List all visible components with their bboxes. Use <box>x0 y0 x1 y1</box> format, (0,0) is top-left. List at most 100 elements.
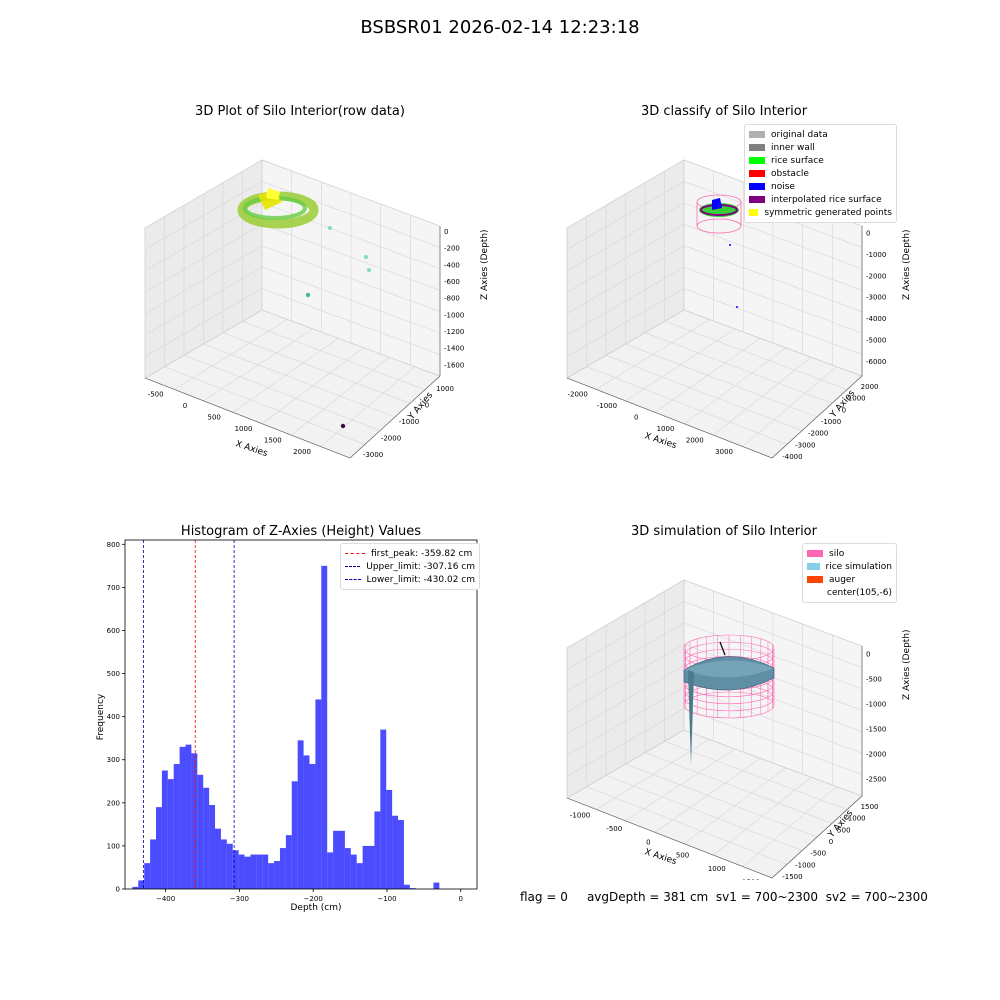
classify-x-tick-label: 1000 <box>657 425 675 433</box>
classify-z-tick-label: -3000 <box>866 294 886 302</box>
classify-grid-line <box>566 288 685 357</box>
classify-grid-line <box>566 245 685 314</box>
classify-x-tick-label: 3000 <box>715 448 733 456</box>
raw-x-axis <box>144 377 351 459</box>
raw-z-tick-label: -1000 <box>444 311 464 319</box>
raw-grid-line <box>261 181 441 248</box>
simulation-y-tick-label: 500 <box>837 826 850 834</box>
histogram-y-tick-label: 500 <box>107 670 120 678</box>
raw-grid-line <box>222 332 411 404</box>
classify-legend-label: original data <box>771 129 828 140</box>
classify-legend-entry: interpolated rice surface <box>749 193 892 206</box>
histogram-legend-swatch <box>345 553 365 554</box>
histogram-bar <box>179 746 186 889</box>
raw-grid-line <box>261 224 441 291</box>
simulation-z-tick-label: 0 <box>866 651 870 659</box>
classify-point-cloud <box>696 194 742 308</box>
classify-z-tick-label: -4000 <box>866 315 886 323</box>
histogram-bar <box>256 854 263 889</box>
histogram-legend-entry: Upper_limit: -307.16 cm <box>345 560 475 573</box>
histogram-legend-entry: Lower_limit: -430.02 cm <box>345 573 475 586</box>
histogram-bar <box>144 863 151 889</box>
figure-title: BSBSR01 2026-02-14 12:23:18 <box>360 17 640 38</box>
status-flag: flag = 0 <box>520 890 568 904</box>
histogram-y-tick-label: 600 <box>107 627 120 635</box>
simulation-grid-line <box>644 752 833 824</box>
raw-x-tick-label: 500 <box>208 414 221 422</box>
histogram-y-tick-label: 800 <box>107 541 120 549</box>
simulation-grid-line <box>664 741 848 810</box>
simulation-z-tick-label: -500 <box>866 676 882 684</box>
classify-grid-line <box>683 224 863 291</box>
status-sv1: sv1 = 700~2300 <box>715 890 819 904</box>
simulation-y-tick-label: -1000 <box>795 861 815 869</box>
classify-y-tick-label: -3000 <box>795 441 815 449</box>
classify-grid-line <box>644 332 833 404</box>
simulation-xlabel: X Axies <box>643 847 678 867</box>
classify-x-tick-label: 2000 <box>686 436 704 444</box>
classify-y-axis <box>771 375 863 459</box>
classify-legend-entry: obstacle <box>749 167 892 180</box>
simulation-grid-line <box>683 622 863 690</box>
rice-simulation-surface <box>683 641 775 765</box>
histogram-bar <box>197 774 204 889</box>
simulation-x-axis <box>566 797 773 879</box>
classify-panel-title: 3D classify of Silo Interior <box>640 104 808 119</box>
classify-legend-swatch <box>749 131 765 138</box>
simulation-grid-line <box>625 763 818 838</box>
histogram-bar <box>215 828 221 889</box>
histogram-legend-label: Lower_limit: -430.02 cm <box>366 574 475 585</box>
classify-x-tick-label: 0 <box>634 414 638 422</box>
hist-title: Histogram of Z-Axies (Height) Values <box>180 524 422 539</box>
histogram-y-tick-label: 200 <box>107 799 120 807</box>
simulation-y-axis <box>771 795 863 879</box>
raw-y-axis <box>349 375 441 459</box>
simulation-x-tick-label: -500 <box>606 825 622 833</box>
raw-z-tick-label: -1200 <box>444 328 464 336</box>
simulation-x-tick-label: 1000 <box>708 865 726 873</box>
histogram-legend-label: Upper_limit: -307.16 cm <box>366 561 475 572</box>
classify-z-tick-label: -2000 <box>866 272 886 280</box>
histogram-x-tick-label: 0 <box>459 895 463 903</box>
classify-3d-ticks: -2000-100001000200030004000200010000-100… <box>567 229 886 460</box>
histogram-bar <box>291 781 298 889</box>
histogram-x-tick-label: −200 <box>304 895 323 903</box>
simulation-legend-swatch <box>807 563 820 570</box>
histogram-bar <box>203 787 210 889</box>
raw-grid-line <box>261 202 441 270</box>
histogram-bar <box>350 854 357 889</box>
classify-legend-label: obstacle <box>771 168 809 179</box>
histogram-bar <box>409 888 416 889</box>
raw-3d-ticks: -5000500100015002000250010000-1000-2000-… <box>148 228 465 460</box>
histogram-bar <box>250 854 257 889</box>
raw-grid-line <box>203 343 396 418</box>
simulation-legend-label: silo <box>829 548 845 559</box>
classify-grid-line <box>566 202 685 272</box>
classify-grid-line <box>566 266 685 336</box>
raw-grid-line <box>261 288 441 355</box>
classify-z-tick-label: -5000 <box>866 337 886 345</box>
classify-grid-line <box>664 321 848 390</box>
histogram-legend-entry: first_peak: -359.82 cm <box>345 547 475 560</box>
status-line: flag = 0 avgDepth = 381 cm sv1 = 700~230… <box>520 890 928 904</box>
histogram-bar <box>161 770 168 889</box>
histogram-bar <box>333 830 340 889</box>
simulation-x-tick-label: 500 <box>676 852 689 860</box>
simulation-z-tick-label: -1500 <box>866 726 886 734</box>
classify-legend-label: noise <box>771 181 795 192</box>
raw-y-tick-label: 0 <box>425 402 429 410</box>
simulation-grid-line <box>566 708 685 777</box>
histogram-bar <box>386 789 393 889</box>
simulation-panel-title: 3D simulation of Silo Interior <box>631 524 817 539</box>
histogram-y-tick-label: 100 <box>107 842 120 850</box>
histogram-axes: −400 −300 −200 −100 0 0 100 200 300 400 500 600 700 8… <box>107 539 478 903</box>
raw-grid-line <box>144 181 263 250</box>
raw-y-tick-label: -3000 <box>363 451 383 459</box>
raw-y-tick-label: 1000 <box>436 385 454 393</box>
classify-legend-entry: original data <box>749 128 892 141</box>
simulation-zlabel: Z Axies (Depth) <box>902 629 912 700</box>
raw-z-tick-label: -600 <box>444 278 460 286</box>
histogram-x-tick-label: −100 <box>377 895 396 903</box>
histogram-bar <box>279 848 286 889</box>
histogram-legend-swatch <box>345 579 361 580</box>
